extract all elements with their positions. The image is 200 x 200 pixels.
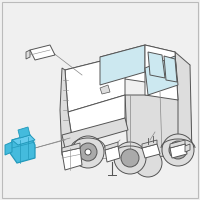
Polygon shape xyxy=(170,140,185,148)
Polygon shape xyxy=(62,148,82,170)
Circle shape xyxy=(162,134,194,166)
Circle shape xyxy=(134,149,162,177)
Circle shape xyxy=(121,149,139,167)
Polygon shape xyxy=(148,52,165,78)
Polygon shape xyxy=(12,135,35,145)
Polygon shape xyxy=(26,50,30,59)
Polygon shape xyxy=(30,45,55,60)
Polygon shape xyxy=(5,142,12,155)
Polygon shape xyxy=(145,56,178,95)
Polygon shape xyxy=(10,135,35,163)
Polygon shape xyxy=(18,127,30,138)
Polygon shape xyxy=(62,143,80,152)
Polygon shape xyxy=(142,144,160,158)
Polygon shape xyxy=(170,144,187,158)
Circle shape xyxy=(114,142,146,174)
Polygon shape xyxy=(100,45,145,85)
Polygon shape xyxy=(140,52,190,100)
Circle shape xyxy=(72,136,104,168)
Polygon shape xyxy=(65,55,125,112)
Polygon shape xyxy=(68,95,125,138)
Polygon shape xyxy=(105,146,120,162)
Polygon shape xyxy=(145,45,178,100)
Polygon shape xyxy=(142,140,157,148)
Polygon shape xyxy=(175,52,192,160)
Polygon shape xyxy=(100,45,175,65)
Circle shape xyxy=(85,149,91,155)
Polygon shape xyxy=(105,142,118,150)
Circle shape xyxy=(79,143,97,161)
Polygon shape xyxy=(125,95,192,158)
Polygon shape xyxy=(164,56,177,82)
FancyBboxPatch shape xyxy=(2,2,198,198)
Polygon shape xyxy=(60,68,72,160)
Polygon shape xyxy=(62,118,128,148)
Circle shape xyxy=(169,141,187,159)
Polygon shape xyxy=(185,144,190,152)
Polygon shape xyxy=(100,85,110,94)
Polygon shape xyxy=(65,55,190,82)
